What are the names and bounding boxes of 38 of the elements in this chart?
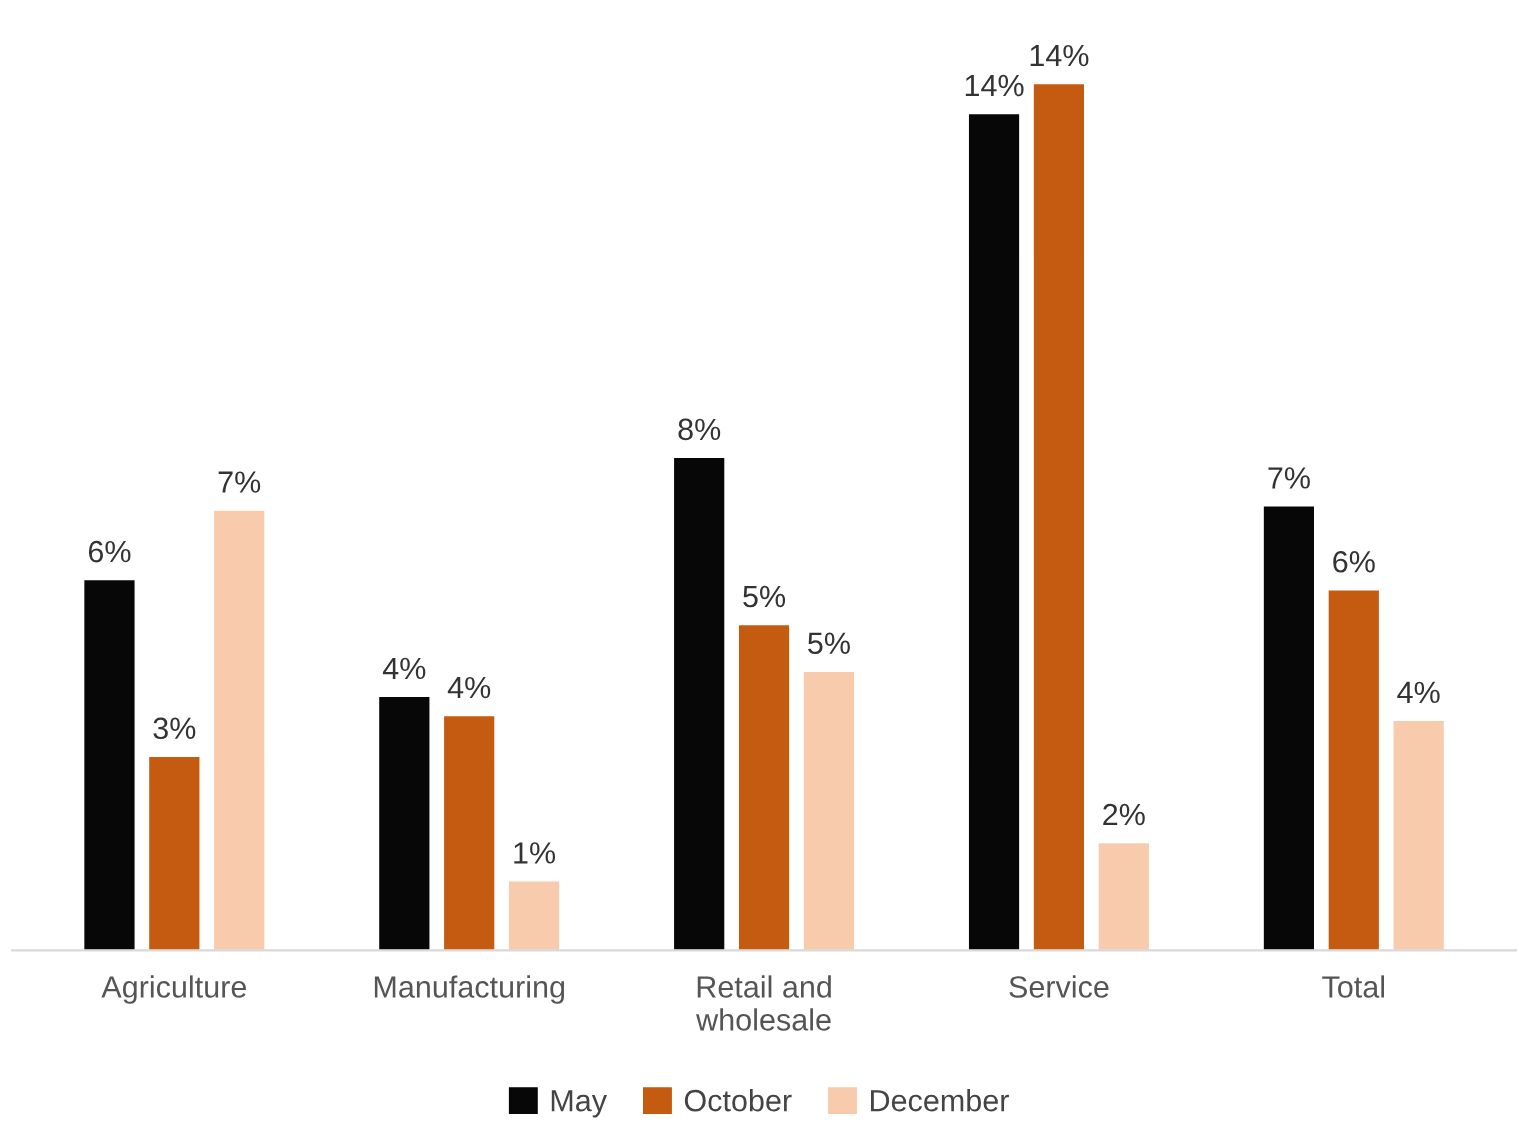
data-label: 1% — [514, 842, 556, 864]
x-tick-label: Agriculture — [101, 975, 246, 1004]
data-label: 5% — [808, 632, 850, 655]
bar — [672, 456, 726, 951]
x-tick-label: Retail and wholesale — [696, 975, 831, 1031]
data-label: 3% — [153, 717, 196, 740]
bar — [967, 112, 1021, 951]
legend-label: December — [870, 1089, 1009, 1112]
bar — [1327, 589, 1381, 951]
x-tick-label: Total — [1322, 975, 1385, 998]
legend-label: October — [684, 1089, 792, 1112]
data-label: 8% — [678, 418, 721, 441]
bar — [1262, 505, 1316, 951]
bar — [212, 509, 266, 951]
bar — [442, 714, 496, 951]
data-label: 14% — [1030, 44, 1089, 67]
bar — [1032, 82, 1086, 951]
data-label: 7% — [1268, 467, 1310, 489]
bar — [147, 755, 201, 951]
bar — [737, 623, 791, 951]
bar — [507, 880, 561, 951]
data-label: 4% — [382, 657, 426, 680]
bar — [802, 670, 856, 951]
data-label: 14% — [965, 74, 1024, 97]
x-tick-label: Manufacturing — [374, 975, 565, 1004]
data-label: 6% — [1333, 550, 1375, 573]
bar — [1392, 719, 1446, 951]
data-label: 5% — [743, 585, 786, 608]
data-label: 2% — [1103, 803, 1145, 826]
data-label: 6% — [88, 540, 131, 563]
legend-label: May — [551, 1090, 607, 1118]
data-label: 7% — [218, 471, 261, 493]
data-label: 4% — [447, 676, 491, 699]
bar — [1097, 841, 1151, 951]
data-label: 4% — [1397, 681, 1440, 704]
bar — [82, 578, 136, 951]
bar — [377, 695, 431, 951]
x-tick-label: Service — [1009, 975, 1109, 998]
